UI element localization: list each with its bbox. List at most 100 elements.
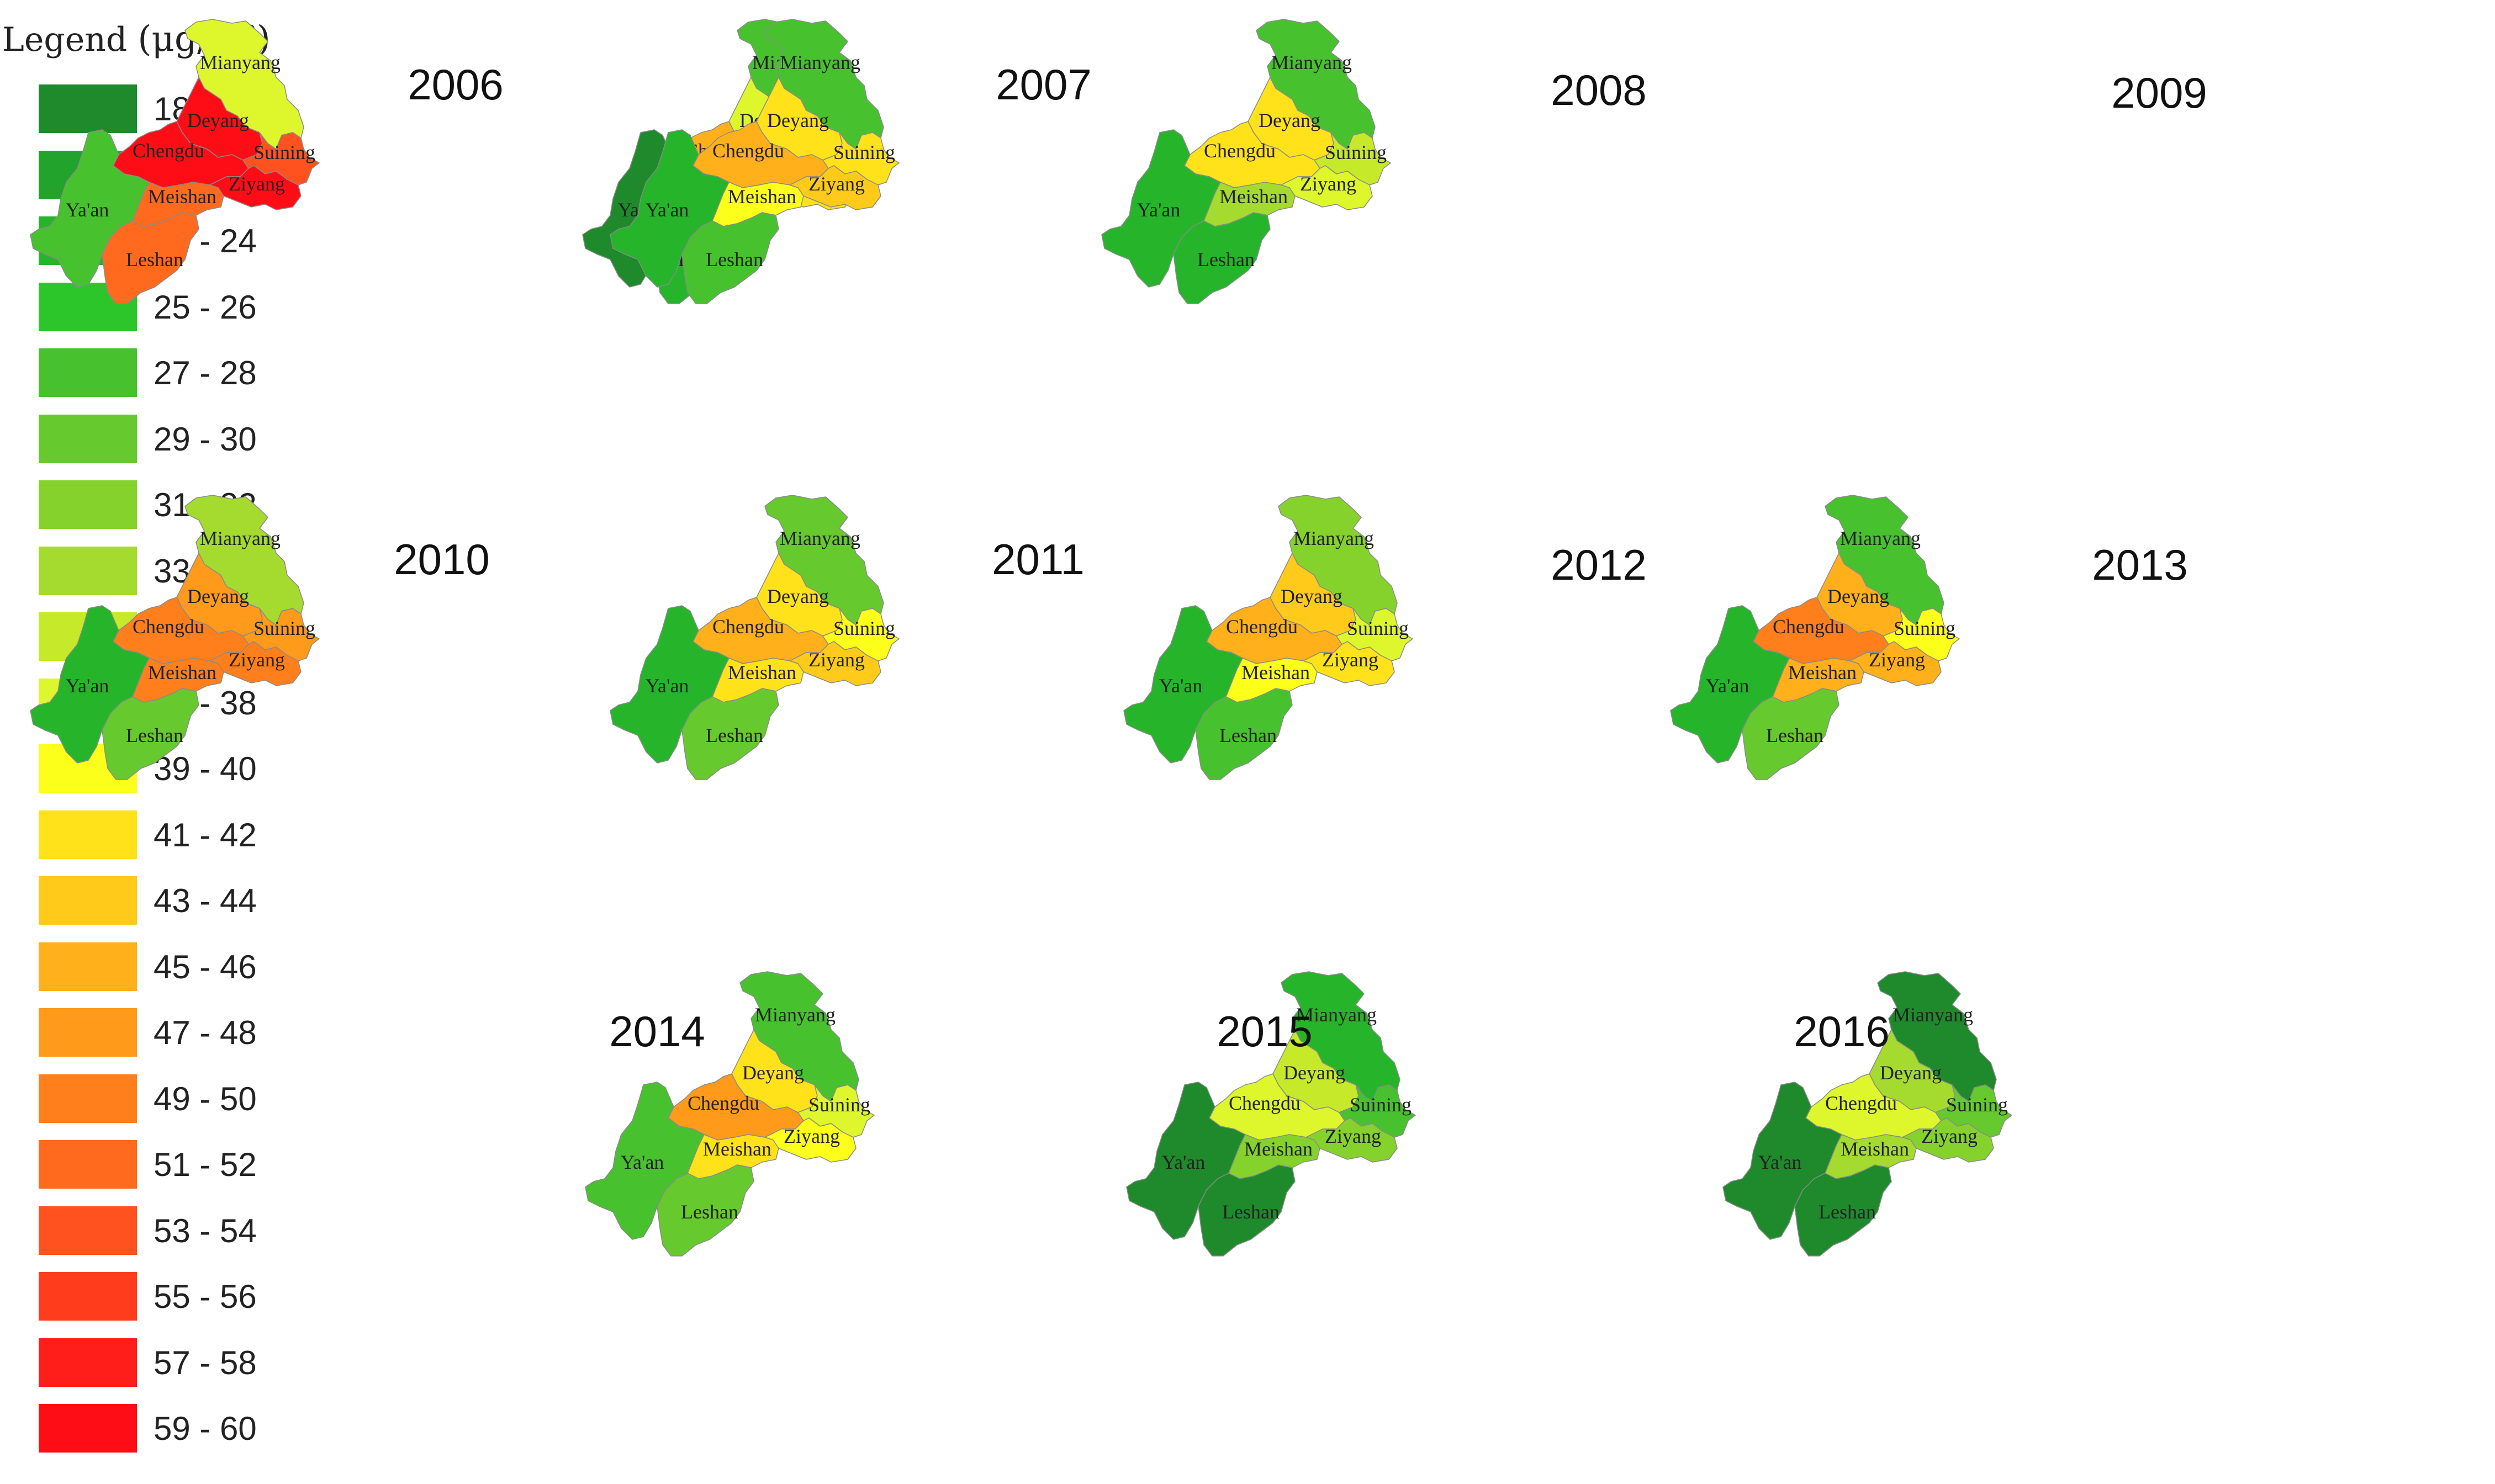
year-label: 2012 <box>1551 540 1647 589</box>
region-label: Chengdu <box>712 140 784 162</box>
region-suining <box>242 608 320 661</box>
region-label: Deyang <box>1827 585 1889 607</box>
legend-swatch <box>39 810 137 859</box>
region-label: Mianyang <box>1296 1004 1377 1026</box>
region-leshan <box>102 688 199 780</box>
region-label: Ziyang <box>808 649 865 671</box>
region-label: Meishan <box>148 661 216 683</box>
region-label: Leshan <box>126 724 183 746</box>
region-label: Ziyang <box>1322 649 1378 671</box>
year-map-2009: Mianyang Deyang Chengdu Suining Ziyang Meisha… <box>1101 19 1391 304</box>
region-yaan <box>30 605 150 764</box>
legend-swatch <box>39 1140 137 1189</box>
legend-swatch <box>39 1272 137 1321</box>
region-label: Leshan <box>126 248 183 271</box>
region-label: Ya'an <box>1706 675 1749 697</box>
legend-range: 29 - 30 <box>154 420 257 458</box>
region-label: Ziyang <box>1325 1125 1381 1147</box>
legend-swatch <box>39 1008 137 1057</box>
year-map-2006: Mianyang Deyang Chengdu Suining Ziyang Meisha… <box>30 19 320 304</box>
region-label: Ya'an <box>66 675 109 697</box>
year-map-2011: Mianyang Deyang Chengdu Suining Ziyang Meisha… <box>610 495 900 780</box>
region-yaan <box>1126 1082 1246 1240</box>
region-leshan <box>1195 688 1293 780</box>
year-label: 2008 <box>1551 66 1647 114</box>
year-label: 2011 <box>992 535 1085 584</box>
region-label: Deyang <box>742 1062 804 1084</box>
legend-range: 41 - 42 <box>154 816 257 854</box>
region-suining <box>242 132 320 186</box>
year-label: 2010 <box>394 535 490 584</box>
region-label: Mianyang <box>1893 1004 1973 1026</box>
region-label: Deyang <box>1283 1062 1345 1084</box>
legend-range: 27 - 28 <box>154 354 257 391</box>
region-label: Meishan <box>1219 186 1288 208</box>
region-label: Meishan <box>1241 661 1310 683</box>
legend-swatch <box>39 414 137 463</box>
region-label: Leshan <box>1766 724 1823 746</box>
legend-range: 57 - 58 <box>154 1344 257 1381</box>
region-label: Suining <box>833 617 895 639</box>
region-label: Deyang <box>767 585 829 607</box>
region-label: Leshan <box>681 1201 738 1223</box>
legend-swatch <box>39 348 137 397</box>
region-label: Deyang <box>187 585 249 607</box>
region-yaan <box>610 605 730 764</box>
region-leshan <box>681 212 779 304</box>
region-label: Ziyang <box>1921 1125 1978 1147</box>
region-label: Chengdu <box>1229 1092 1301 1114</box>
region-suining <box>1314 132 1391 186</box>
region-suining <box>1935 1084 2012 1138</box>
region-suining <box>797 1084 875 1138</box>
region-yaan <box>1101 129 1221 288</box>
region-label: Ya'an <box>1137 199 1181 221</box>
region-label: Ya'an <box>1159 675 1203 697</box>
region-leshan <box>1742 688 1839 780</box>
region-label: Leshan <box>1197 248 1255 271</box>
region-label: Deyang <box>1259 109 1320 131</box>
legend-swatch <box>39 1404 137 1453</box>
region-suining <box>822 608 900 661</box>
region-label: Deyang <box>767 109 829 131</box>
region-label: Mianyang <box>1293 527 1374 549</box>
region-leshan <box>1198 1164 1296 1257</box>
region-label: Mianyang <box>780 527 860 549</box>
year-label: 2016 <box>1794 1007 1890 1056</box>
region-label: Mianyang <box>200 527 281 549</box>
region-leshan <box>657 1164 754 1257</box>
region-suining <box>1336 608 1413 661</box>
region-label: Mianyang <box>780 51 860 73</box>
region-label: Ziyang <box>229 173 285 195</box>
legend-range: 43 - 44 <box>154 882 257 919</box>
region-label: Meishan <box>1244 1138 1313 1160</box>
region-label: Chengdu <box>1773 616 1844 638</box>
region-label: Ya'an <box>646 675 689 697</box>
region-suining <box>1883 608 1960 661</box>
region-leshan <box>102 212 199 304</box>
year-map-2012: Mianyang Deyang Chengdu Suining Ziyang Meisha… <box>1123 495 1413 780</box>
region-label: Chengdu <box>1226 616 1298 638</box>
region-label: Deyang <box>1880 1062 1942 1084</box>
region-suining <box>822 132 900 186</box>
region-label: Suining <box>1347 617 1409 639</box>
year-label: 2014 <box>609 1007 705 1056</box>
year-map-2016: Mianyang Deyang Chengdu Suining Ziyang Meisha… <box>1722 971 2012 1257</box>
region-label: Leshan <box>1222 1201 1280 1223</box>
region-label: Ya'an <box>646 199 689 221</box>
year-label: 2007 <box>996 60 1092 109</box>
legend-swatch <box>39 1206 137 1255</box>
region-label: Meishan <box>728 661 796 683</box>
region-leshan <box>681 688 779 780</box>
region-suining <box>1339 1084 1416 1138</box>
year-map-2008: Mianyang Deyang Chengdu Suining Ziyang Meisha… <box>610 19 900 304</box>
region-yaan <box>1670 605 1790 764</box>
region-label: Leshan <box>1219 724 1277 746</box>
year-label: 2015 <box>1217 1007 1313 1056</box>
region-label: Ziyang <box>1869 649 1925 671</box>
region-label: Chengdu <box>1204 140 1276 162</box>
region-label: Ya'an <box>621 1151 664 1173</box>
year-map-2013: Mianyang Deyang Chengdu Suining Ziyang Meisha… <box>1670 495 1960 780</box>
legend-range: 51 - 52 <box>154 1146 257 1183</box>
